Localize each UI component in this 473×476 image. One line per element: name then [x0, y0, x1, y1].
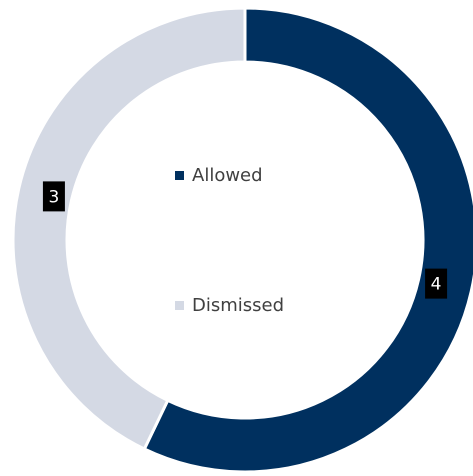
- legend-label: Allowed: [192, 165, 263, 186]
- legend-swatch: [175, 301, 184, 310]
- legend-swatch: [175, 171, 184, 180]
- value-label: 3: [42, 181, 65, 212]
- value-label-text: 3: [49, 187, 60, 207]
- value-label-box: [42, 181, 65, 212]
- donut-slice: [11, 6, 247, 452]
- legend-label: Dismissed: [192, 295, 284, 316]
- legend-item: Allowed: [175, 165, 263, 186]
- value-label-text: 4: [431, 275, 442, 295]
- value-label-box: [425, 268, 448, 299]
- donut-slice: [142, 6, 473, 474]
- value-label: 4: [425, 268, 448, 299]
- legend-item: Dismissed: [175, 295, 284, 316]
